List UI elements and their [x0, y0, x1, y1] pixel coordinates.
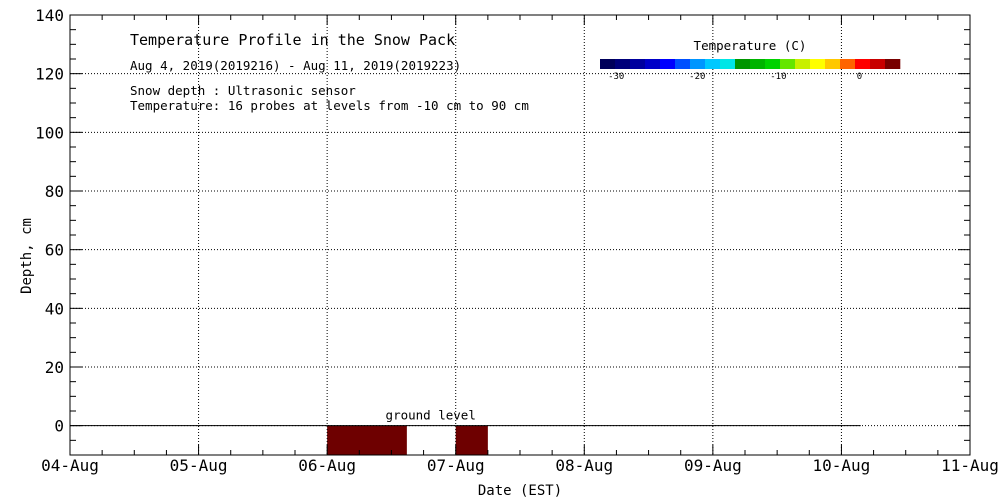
y-axis-title: Depth, cm — [19, 218, 35, 294]
colorbar-cell — [630, 59, 646, 69]
colorbar-cell — [600, 59, 616, 69]
colorbar-cell — [855, 59, 871, 69]
y-tick-label: 120 — [35, 65, 64, 84]
y-tick-labels: 0 20 40 60 80 100 120 140 — [35, 6, 64, 436]
x-tick-label: 11-Aug — [941, 456, 999, 475]
axis-ticks — [69, 14, 971, 456]
colorbar-cell — [660, 59, 676, 69]
colorbar-tick-label: 0 — [857, 72, 862, 82]
x-tick-label: 05-Aug — [170, 456, 228, 475]
colorbar-tick-label: -20 — [689, 72, 705, 82]
colorbar-cell — [615, 59, 631, 69]
ground-level-label: ground level — [386, 408, 476, 423]
y-tick-label: 0 — [54, 417, 64, 436]
chart-note-temperature: Temperature: 16 probes at levels from -1… — [130, 98, 529, 113]
y-tick-label: 60 — [45, 241, 64, 260]
colorbar-cell — [690, 59, 706, 69]
chart-subtitle: Aug 4, 2019(2019216) - Aug 11, 2019(2019… — [130, 58, 461, 73]
y-tick-label: 80 — [45, 182, 64, 201]
colorbar-cell — [645, 59, 661, 69]
colorbar-cell — [885, 59, 901, 69]
colorbar-cell — [810, 59, 826, 69]
colorbar-cell — [720, 59, 736, 69]
colorbar-tick-label: -30 — [608, 72, 624, 82]
y-tick-label: 140 — [35, 6, 64, 25]
colorbar-cell — [870, 59, 886, 69]
chart-title: Temperature Profile in the Snow Pack — [130, 31, 455, 49]
colorbar-cell — [705, 59, 721, 69]
colorbar-cell — [675, 59, 691, 69]
x-tick-labels: 04-Aug 05-Aug 06-Aug 07-Aug 08-Aug 09-Aug 10-A… — [41, 456, 999, 475]
temperature-block-1 — [327, 425, 407, 455]
chart-note-snow-depth: Snow depth : Ultrasonic sensor — [130, 83, 356, 98]
colorbar-tick-label: -10 — [770, 72, 786, 82]
colorbar-cell — [780, 59, 796, 69]
colorbar-title: Temperature (C) — [694, 38, 807, 53]
x-tick-label: 08-Aug — [555, 456, 613, 475]
x-tick-label: 07-Aug — [427, 456, 485, 475]
y-tick-label: 100 — [35, 123, 64, 142]
colorbar-cells — [600, 59, 901, 69]
plot-frame — [69, 14, 971, 456]
temperature-blocks — [327, 425, 488, 455]
y-tick-label: 40 — [45, 299, 64, 318]
x-tick-label: 10-Aug — [813, 456, 871, 475]
x-tick-label: 06-Aug — [298, 456, 356, 475]
colorbar-cell — [750, 59, 766, 69]
colorbar-cell — [825, 59, 841, 69]
colorbar-tick-labels: -30 -20 -10 0 — [608, 72, 862, 82]
colorbar-cell — [795, 59, 811, 69]
colorbar: Temperature (C) -30 -20 -10 0 — [600, 38, 901, 82]
y-tick-label: 20 — [45, 358, 64, 377]
ground-level-layer: ground level — [70, 408, 861, 427]
x-axis-title: Date (EST) — [478, 483, 562, 499]
colorbar-cell — [840, 59, 856, 69]
x-tick-label: 04-Aug — [41, 456, 99, 475]
colorbar-cell — [765, 59, 781, 69]
x-tick-label: 09-Aug — [684, 456, 742, 475]
colorbar-cell — [735, 59, 751, 69]
temperature-block-2 — [455, 425, 488, 455]
